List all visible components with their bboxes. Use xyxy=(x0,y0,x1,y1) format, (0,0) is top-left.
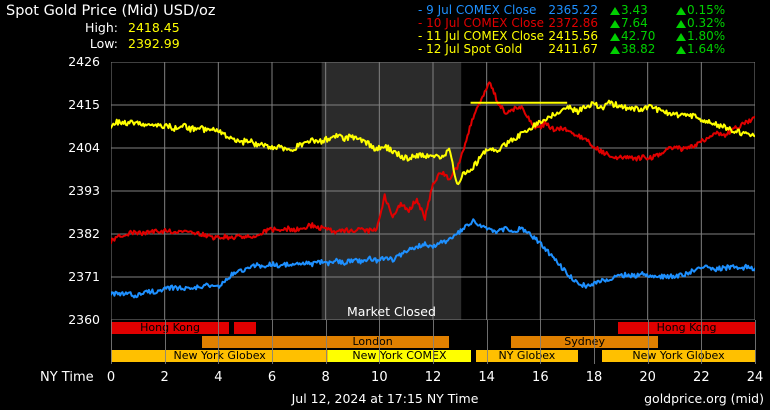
x-tick-label: 6 xyxy=(267,370,277,385)
y-tick-label: 2415 xyxy=(68,97,100,112)
gridline-vertical xyxy=(111,320,112,364)
gridline-vertical xyxy=(540,320,542,364)
session-segment: Sydney xyxy=(510,335,659,348)
gridline-vertical xyxy=(486,320,488,364)
low-label: Low: xyxy=(89,36,118,51)
triangle-up-icon xyxy=(610,20,620,28)
triangle-up-icon xyxy=(610,7,620,15)
session-segment: New York COMEX xyxy=(328,349,471,362)
gridline-vertical xyxy=(647,320,649,364)
y-tick-label: 2404 xyxy=(68,140,100,155)
legend-change: 3.43 xyxy=(610,3,648,17)
series-line-3 xyxy=(111,99,755,186)
gridline-vertical xyxy=(379,320,381,364)
x-tick-label: 8 xyxy=(321,370,330,385)
session-segment xyxy=(202,336,297,348)
x-tick-label: 22 xyxy=(693,370,710,385)
x-tick-label: 2 xyxy=(160,370,169,385)
y-tick-label: 2393 xyxy=(68,183,100,198)
y-tick-label: 2371 xyxy=(68,269,100,284)
footer-timestamp: Jul 12, 2024 at 17:15 NY Time xyxy=(291,391,479,406)
gridline-vertical xyxy=(594,320,595,364)
triangle-up-icon xyxy=(610,33,620,41)
gridline-vertical xyxy=(755,320,756,364)
session-label: New York Globex xyxy=(173,349,266,362)
legend-value: 2415.56 xyxy=(548,29,598,43)
triangle-up-icon xyxy=(676,33,686,41)
triangle-up-icon xyxy=(676,46,686,54)
triangle-up-icon xyxy=(676,7,686,15)
gridline-vertical xyxy=(701,320,703,364)
low-value: 2392.99 xyxy=(128,36,180,51)
x-tick-label: 12 xyxy=(424,370,442,385)
session-label: London xyxy=(352,335,393,348)
legend-percent: 0.32% xyxy=(676,16,725,30)
legend-change: 7.64 xyxy=(610,16,648,30)
triangle-up-icon xyxy=(610,46,620,54)
session-segment: New York Globex xyxy=(602,350,755,362)
legend-value: 2411.67 xyxy=(548,42,598,56)
x-tick-label: 18 xyxy=(585,370,603,385)
x-tick-label: 24 xyxy=(746,370,764,385)
legend-percent: 1.80% xyxy=(676,29,725,43)
session-label: New York COMEX xyxy=(352,349,447,362)
legend-label: - 11 Jul COMEX Close xyxy=(418,29,545,43)
gridline-vertical xyxy=(218,320,220,364)
y-tick-label: 2360 xyxy=(68,312,100,327)
x-tick-label: 14 xyxy=(478,370,495,385)
session-segment: London xyxy=(296,335,450,348)
chart-svg xyxy=(111,62,755,320)
triangle-up-icon xyxy=(676,20,686,28)
gridline-vertical xyxy=(325,320,327,364)
session-label: Hong Kong xyxy=(140,321,200,334)
price-chart-plot xyxy=(111,62,755,320)
y-tick-label: 2426 xyxy=(68,54,100,69)
session-label: New York Globex xyxy=(632,349,725,362)
y-tick-label: 2382 xyxy=(68,226,100,241)
legend-value: 2365.22 xyxy=(548,3,598,17)
market-closed-label: Market Closed xyxy=(347,304,436,319)
session-label: Hong Kong xyxy=(656,321,717,334)
x-tick-label: 16 xyxy=(532,370,549,385)
session-segment: NY Globex xyxy=(475,349,578,362)
legend-percent: 1.64% xyxy=(676,42,725,56)
series-line-1 xyxy=(111,81,755,245)
legend-value: 2372.86 xyxy=(548,16,598,30)
legend-label: - 9 Jul COMEX Close xyxy=(418,3,537,17)
gridline-vertical xyxy=(433,320,434,364)
x-tick-label: 0 xyxy=(106,370,116,385)
session-segment: Hong Kong xyxy=(111,321,230,334)
x-tick-label: 4 xyxy=(214,370,223,385)
legend-label: - 12 Jul Spot Gold xyxy=(418,42,523,56)
page-title: Spot Gold Price (Mid) USD/oz xyxy=(6,3,216,19)
legend-percent: 0.15% xyxy=(676,3,725,17)
session-segment: New York Globex xyxy=(111,349,329,362)
legend-change: 42.70 xyxy=(610,29,655,43)
session-label: Sydney xyxy=(564,335,605,348)
session-segment: Hong Kong xyxy=(618,322,755,334)
x-tick-label: 10 xyxy=(371,370,388,385)
gridline-vertical xyxy=(272,320,273,364)
series-line-0 xyxy=(111,218,755,299)
footer-source: goldprice.org (mid) xyxy=(644,391,764,406)
high-label: High: xyxy=(85,20,118,35)
legend-change: 38.82 xyxy=(610,42,655,56)
x-tick-label: 20 xyxy=(639,370,656,385)
session-label: NY Globex xyxy=(498,349,556,362)
legend-label: - 10 Jul COMEX Close xyxy=(418,16,545,30)
high-value: 2418.45 xyxy=(128,20,180,35)
session-segment xyxy=(234,322,256,334)
x-axis-title: NY Time xyxy=(40,370,94,385)
gridline-vertical xyxy=(164,320,166,364)
